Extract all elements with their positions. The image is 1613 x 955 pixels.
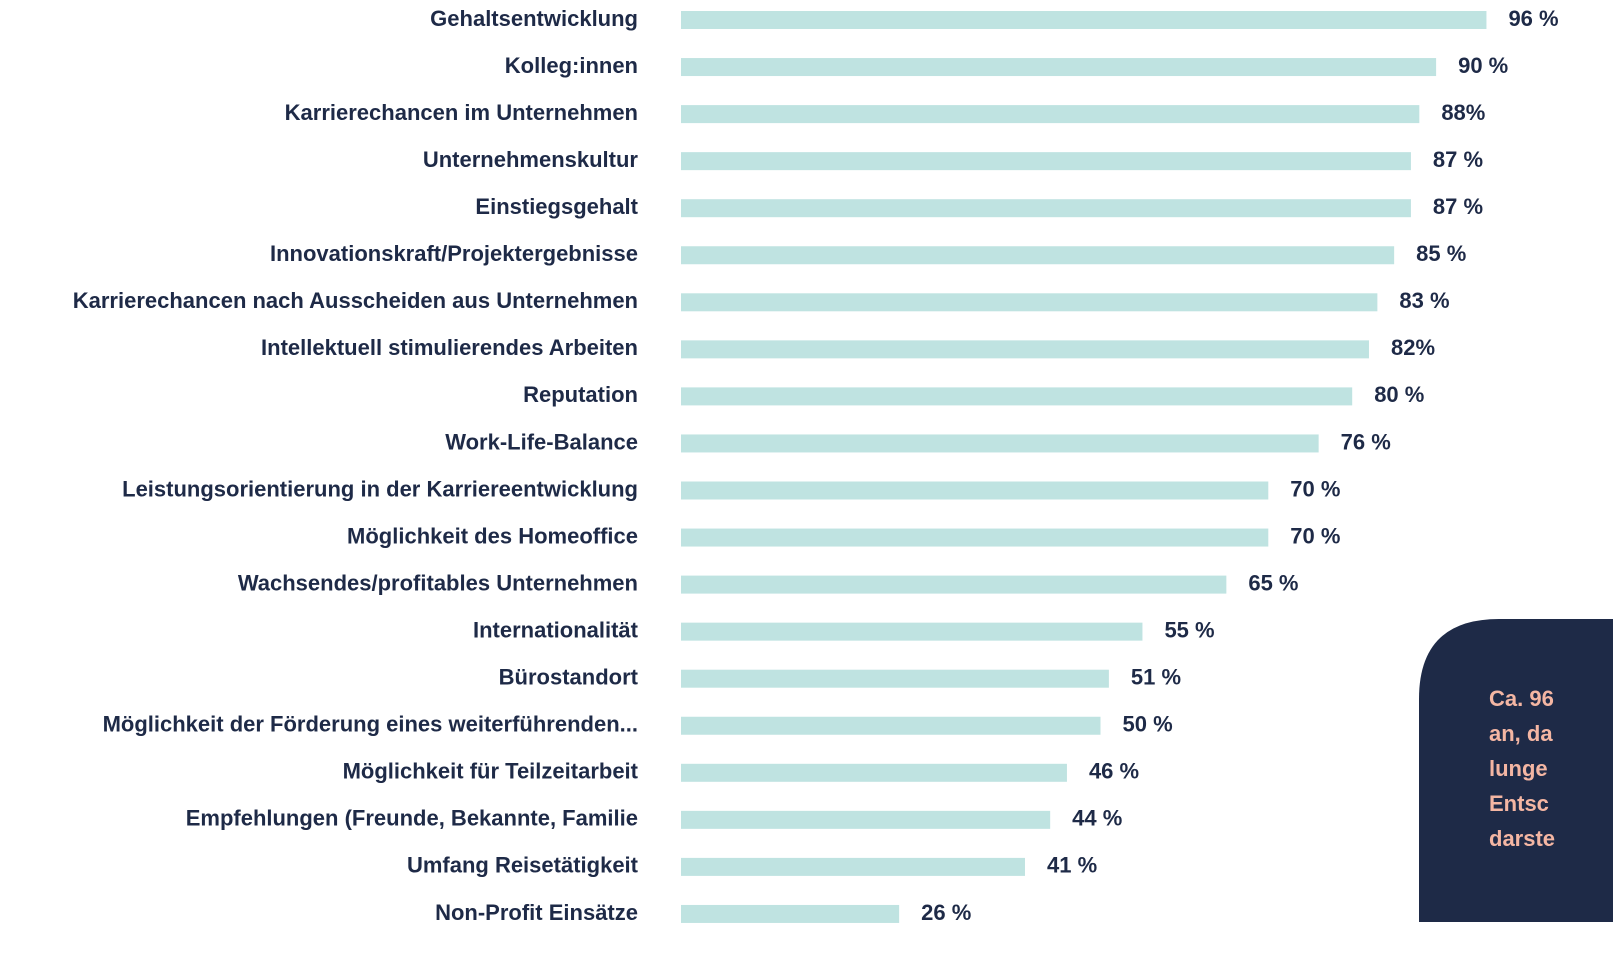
category-label: Möglichkeit der Förderung eines weiterfü… — [103, 712, 638, 737]
bar — [681, 152, 1411, 171]
callout-text: darste — [1489, 826, 1555, 851]
bar — [681, 199, 1411, 218]
bar — [681, 763, 1067, 782]
value-label: 46 % — [1089, 759, 1139, 784]
value-label: 85 % — [1416, 241, 1466, 266]
value-label: 80 % — [1374, 382, 1424, 407]
category-label: Möglichkeit für Teilzeitarbeit — [343, 759, 639, 784]
value-label: 44 % — [1072, 806, 1122, 831]
category-label: Einstiegsgehalt — [475, 194, 638, 219]
bar — [681, 481, 1269, 500]
value-label: 96 % — [1508, 6, 1558, 31]
bar — [681, 528, 1269, 547]
category-label: Karrierechancen nach Ausscheiden aus Unt… — [73, 288, 638, 313]
category-label: Innovationskraft/Projektergebnisse — [270, 241, 638, 266]
value-label: 26 % — [921, 900, 971, 925]
category-label: Empfehlungen (Freunde, Bekannte, Familie — [186, 806, 638, 831]
bar — [681, 58, 1437, 77]
value-label: 82% — [1391, 335, 1435, 360]
category-label: Non-Profit Einsätze — [435, 900, 638, 925]
bar — [681, 105, 1420, 124]
callout-text: lunge — [1489, 756, 1548, 781]
bar — [681, 293, 1378, 312]
category-label: Leistungsorientierung in der Karriereent… — [122, 476, 638, 501]
category-label: Karrierechancen im Unternehmen — [285, 100, 638, 125]
value-label: 87 % — [1433, 147, 1483, 172]
category-label: Umfang Reisetätigkeit — [407, 853, 639, 878]
value-label: 83 % — [1399, 288, 1449, 313]
bar — [681, 340, 1369, 359]
bar — [681, 434, 1319, 453]
bar — [681, 716, 1101, 735]
bar — [681, 575, 1227, 594]
bar — [681, 622, 1143, 641]
callout-box — [1419, 619, 1613, 922]
category-label: Wachsendes/profitables Unternehmen — [238, 570, 638, 595]
value-label: 76 % — [1341, 429, 1391, 454]
category-label: Kolleg:innen — [505, 53, 638, 78]
category-label: Möglichkeit des Homeoffice — [347, 523, 638, 548]
bar — [681, 810, 1051, 829]
category-label: Work-Life-Balance — [445, 429, 638, 454]
bar — [681, 904, 900, 923]
callout-text: an, da — [1489, 721, 1553, 746]
category-label: Gehaltsentwicklung — [430, 6, 638, 31]
bar — [681, 669, 1109, 688]
category-label: Internationalität — [473, 617, 639, 642]
value-label: 50 % — [1123, 712, 1173, 737]
value-label: 51 % — [1131, 665, 1181, 690]
value-label: 41 % — [1047, 853, 1097, 878]
bar — [681, 11, 1487, 29]
category-label: Bürostandort — [499, 665, 639, 690]
bar — [681, 387, 1353, 406]
callout-text: Entsc — [1489, 791, 1549, 816]
value-label: 70 % — [1290, 476, 1340, 501]
callout-text: Ca. 96 — [1489, 686, 1554, 711]
bar — [681, 246, 1395, 265]
value-label: 87 % — [1433, 194, 1483, 219]
category-label: Unternehmenskultur — [423, 147, 639, 172]
value-label: 55 % — [1164, 617, 1214, 642]
bar — [681, 857, 1025, 876]
value-label: 88% — [1441, 100, 1485, 125]
value-label: 70 % — [1290, 523, 1340, 548]
category-label: Intellektuell stimulierendes Arbeiten — [261, 335, 638, 360]
value-label: 90 % — [1458, 53, 1508, 78]
value-label: 65 % — [1248, 570, 1298, 595]
category-label: Reputation — [523, 382, 638, 407]
